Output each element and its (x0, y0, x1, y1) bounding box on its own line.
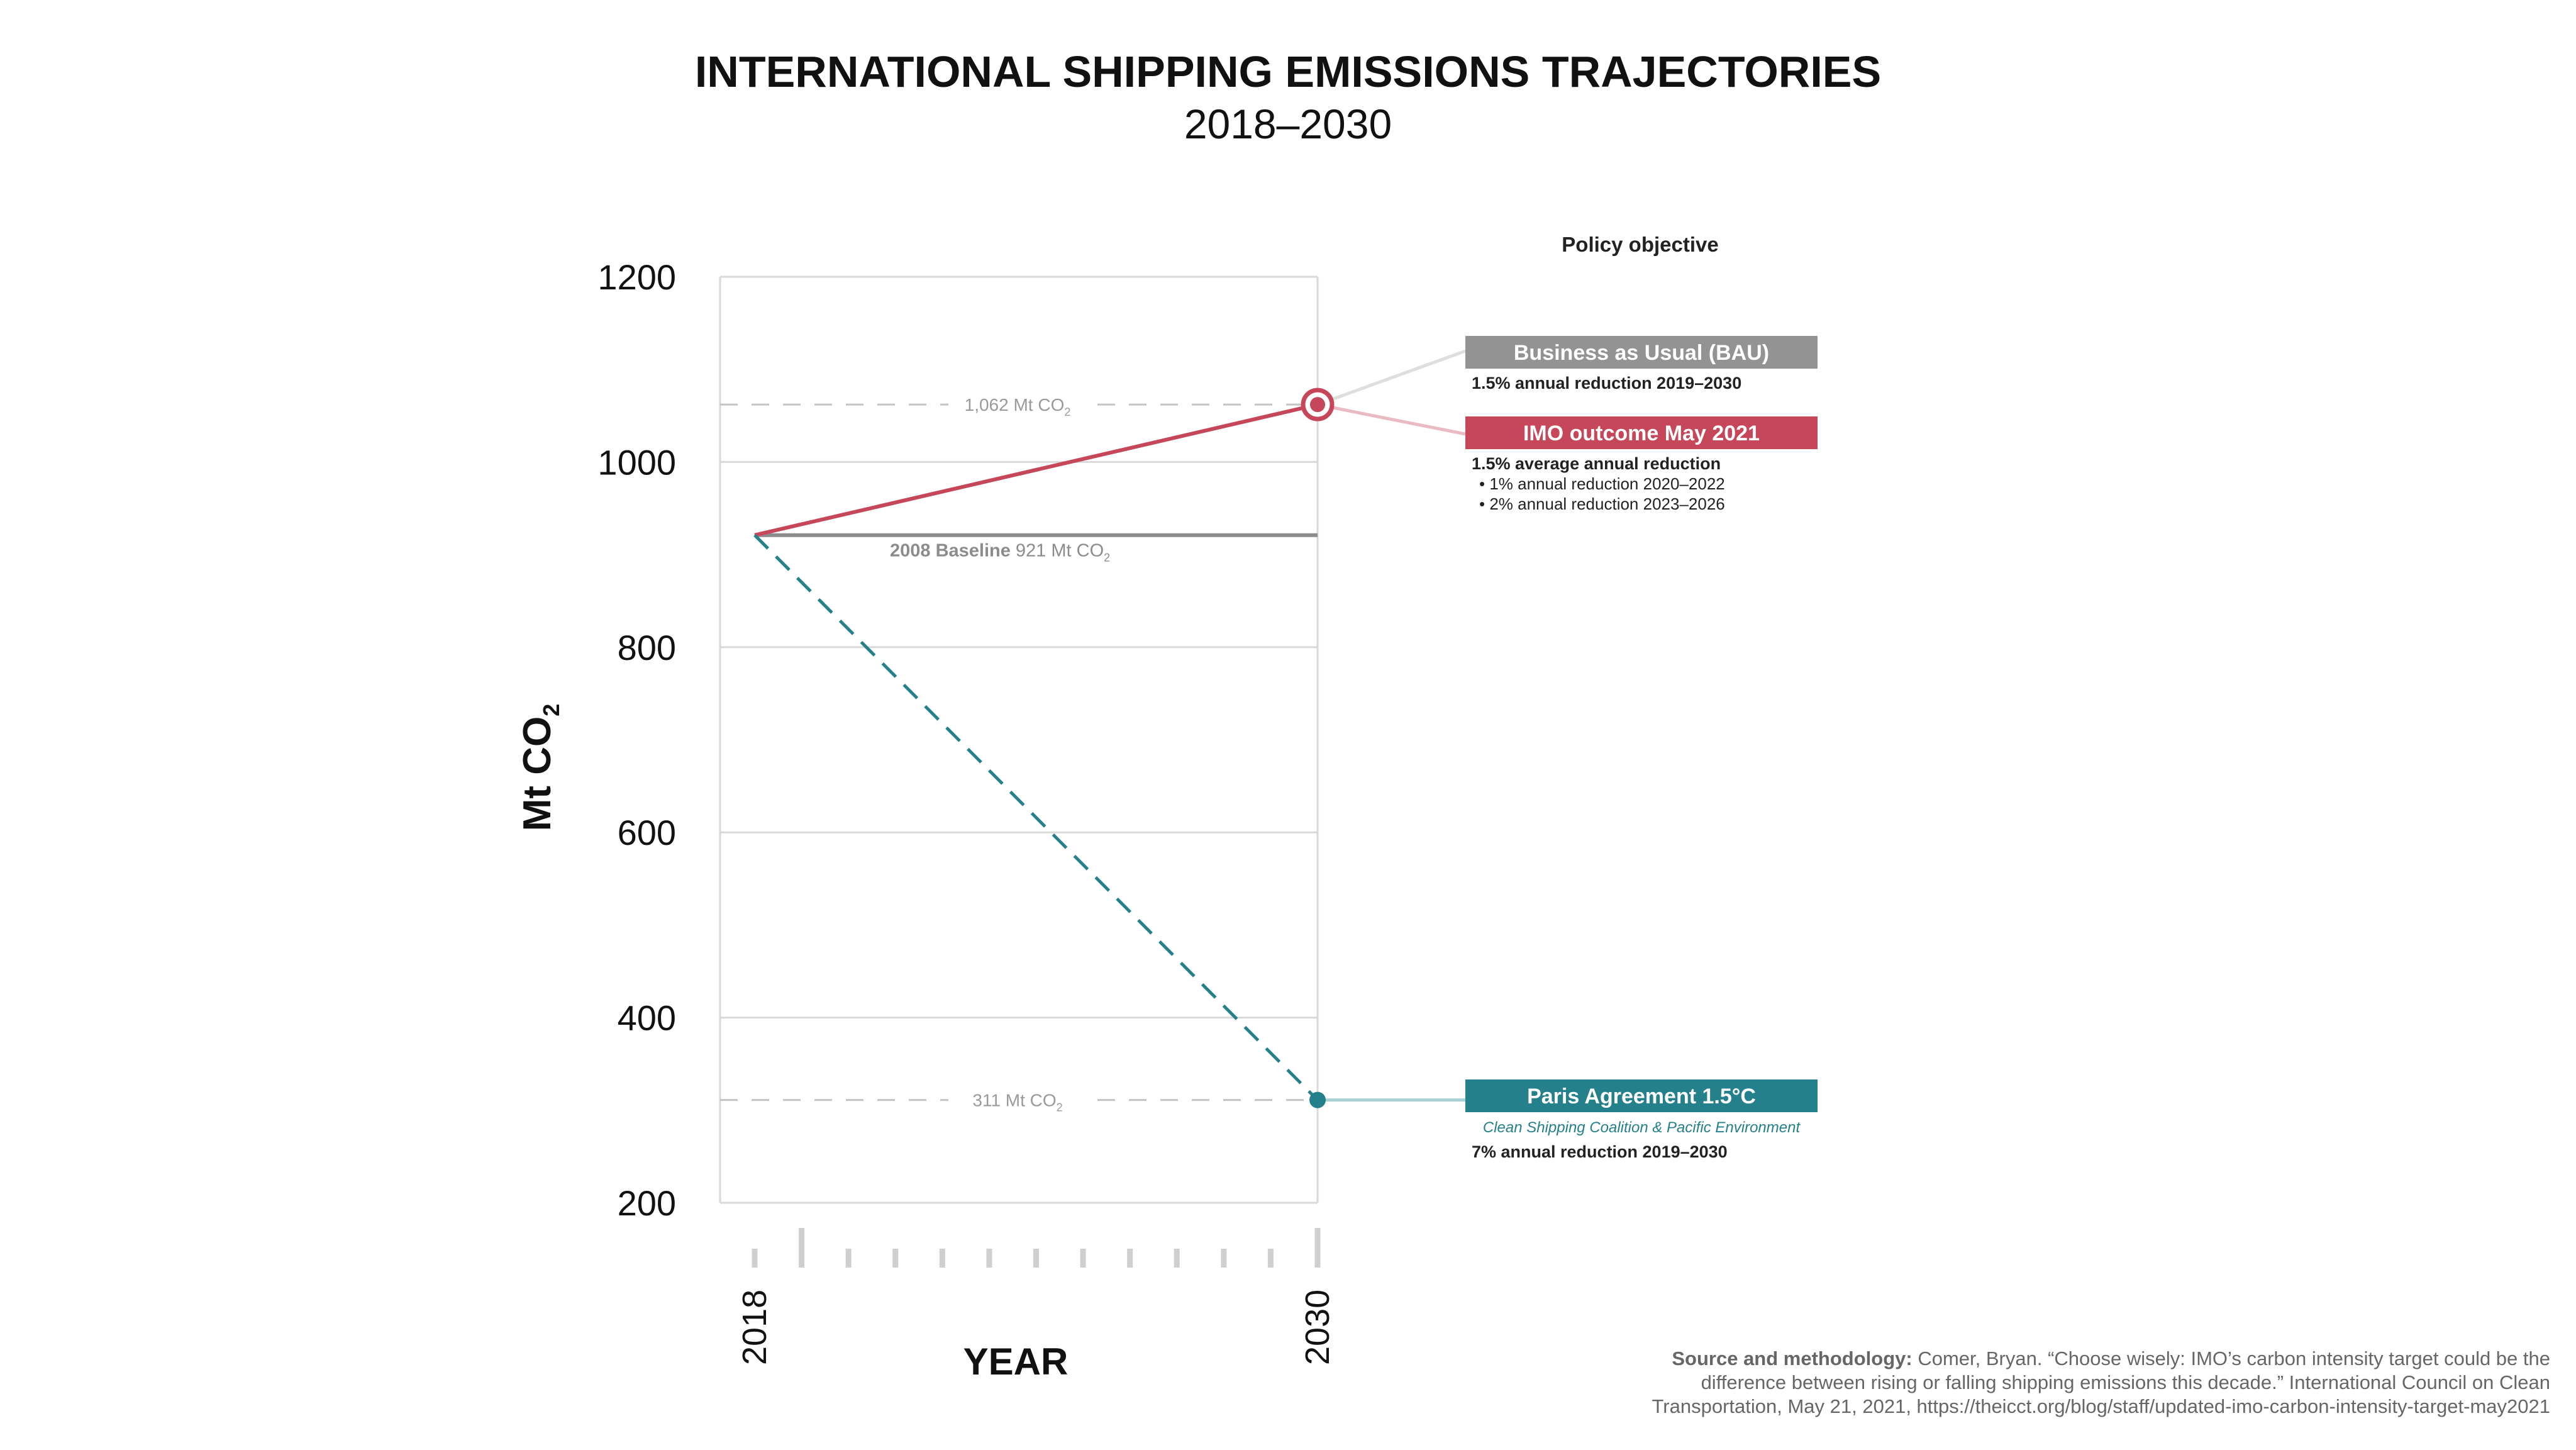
legend-detail: 1.5% annual reduction 2019–2030 (1472, 374, 1741, 393)
x-tick-label: 2030 (1299, 1290, 1336, 1365)
legend-heading: Policy objective (1562, 233, 1718, 256)
y-tick-label: 200 (618, 1183, 676, 1223)
legend-label: Business as Usual (BAU) (1514, 341, 1769, 365)
legend-box (1465, 416, 1818, 449)
series-lines (753, 388, 1335, 1108)
ref-label-bg (948, 1081, 1087, 1119)
imo-endpoint-dot (1310, 397, 1325, 413)
legend-italic-note: Clean Shipping Coalition & Pacific Envir… (1483, 1119, 1801, 1136)
y-axis-label-subscript: 2 (538, 704, 564, 717)
legend-connectors (1317, 349, 1466, 1102)
ref-label: 311 Mt CO2 (972, 1091, 1062, 1114)
y-tick-label: 800 (618, 628, 676, 667)
imo-connector (1317, 403, 1466, 436)
ref-label-bg (948, 386, 1087, 424)
series-line-2 (753, 533, 1319, 1101)
x-axis-label: YEAR (963, 1341, 1069, 1383)
source-line: difference between rising or falling shi… (1701, 1371, 2550, 1393)
baseline-label: 2008 Baseline 921 Mt CO2 (890, 541, 1110, 564)
y-axis-ticks: 200 400 600 800 1000 1200 (597, 257, 676, 1223)
legend-detail: 1.5% average annual reduction (1472, 454, 1721, 473)
chart-subtitle: 2018–2030 (1184, 101, 1392, 147)
series-line-1 (754, 403, 1318, 537)
source-line: Source and methodology: Comer, Bryan. “C… (1672, 1347, 2550, 1369)
y-tick-label: 600 (618, 813, 676, 852)
legend-label: Paris Agreement 1.5°C (1527, 1085, 1756, 1108)
ref-label: 1,062 Mt CO2 (965, 395, 1071, 418)
paris-endpoint-dot (1309, 1091, 1326, 1108)
legend-detail: • 1% annual reduction 2020–2022 (1479, 474, 1725, 493)
x-tick-label: 2018 (736, 1290, 774, 1365)
legend-detail: • 2% annual reduction 2023–2026 (1479, 494, 1725, 513)
y-axis-label: Mt CO2 (516, 704, 564, 832)
source-line: Transportation, May 21, 2021, https://th… (1652, 1395, 2550, 1417)
legend: Business as Usual (BAU) 1.5% annual reduc… (1465, 336, 1818, 1161)
legend-box (1465, 336, 1818, 369)
bau-connector (1317, 349, 1466, 406)
y-tick-label: 1000 (597, 442, 676, 482)
reference-lines: 1,062 Mt CO2 311 Mt CO2 2008 Baseline 921 … (720, 386, 1318, 1119)
legend-detail: 7% annual reduction 2019–2030 (1472, 1142, 1728, 1161)
x-axis-ticks: 2018 2030 (736, 1228, 1336, 1365)
y-tick-label: 1200 (597, 257, 676, 297)
y-tick-label: 400 (618, 998, 676, 1038)
chart-title: INTERNATIONAL SHIPPING EMISSIONS TRAJECT… (695, 47, 1881, 96)
source-note: Source and methodology: Comer, Bryan. “C… (1652, 1347, 2550, 1417)
grid-lines (719, 276, 1319, 1204)
legend-label: IMO outcome May 2021 (1523, 421, 1760, 445)
legend-box (1465, 1079, 1818, 1112)
